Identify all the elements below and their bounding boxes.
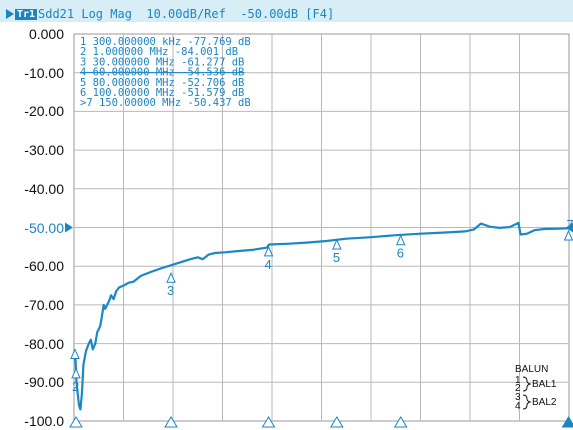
- y-tick-label: -60.00: [24, 258, 64, 275]
- trace-settings-text[interactable]: Sdd21 Log Mag 10.00dB/Ref -50.00dB [F4]: [38, 7, 335, 21]
- marker-4-triangle-icon[interactable]: [263, 245, 274, 257]
- stimulus-marker-triangle-icon[interactable]: [164, 416, 178, 428]
- marker-label: 4: [265, 257, 272, 272]
- marker-7-triangle-icon[interactable]: [563, 229, 573, 241]
- marker-readout-row[interactable]: >7 150.00000 MHz -50.437 dB: [80, 97, 251, 109]
- marker-readout-row[interactable]: 1 300.000000 kHz -77.769 dB: [80, 36, 251, 48]
- marker-readout-row[interactable]: 4 60.000000 MHz -54.536 dB: [80, 67, 244, 79]
- balun-brace-icon: [522, 394, 532, 410]
- balun-title: BALUN: [515, 364, 548, 375]
- marker-label: 6: [397, 246, 404, 261]
- marker-label: 3: [167, 283, 174, 298]
- marker-5-triangle-icon[interactable]: [332, 238, 342, 250]
- y-tick-label: -20.00: [24, 103, 64, 120]
- y-tick-label: -40.00: [24, 180, 64, 197]
- marker-readout-row[interactable]: 3 30.000000 MHz -61.277 dB: [80, 56, 244, 68]
- reference-level-right-arrow-icon[interactable]: [566, 222, 573, 233]
- stimulus-marker-triangle-icon[interactable]: [261, 416, 276, 428]
- marker-readout-row[interactable]: 5 80.000000 MHz -52.706 dB: [80, 77, 244, 89]
- marker-label: 2: [72, 379, 79, 394]
- balun-bal2-label: BAL2: [532, 397, 557, 408]
- stimulus-marker-triangle-icon[interactable]: [561, 416, 573, 428]
- y-tick-label: -90.00: [24, 374, 64, 391]
- marker-6-triangle-icon[interactable]: [395, 234, 406, 246]
- series-line: [72, 221, 570, 411]
- y-tick-label: -80.00: [24, 335, 64, 352]
- marker-label: 5: [333, 250, 340, 265]
- y-tick-label: -70.00: [24, 296, 64, 313]
- marker-readout-row[interactable]: 6 100.00000 MHz -51.579 dB: [80, 87, 244, 99]
- trace-badge[interactable]: Tr1: [15, 9, 38, 20]
- y-tick-label: 0.000: [28, 26, 64, 42]
- active-trace-arrow-icon[interactable]: [6, 9, 14, 19]
- marker-2-triangle-icon[interactable]: [71, 367, 81, 379]
- y-tick-label: -100.0: [24, 413, 64, 429]
- balun-port: 4: [515, 401, 521, 412]
- marker-label: 7: [567, 217, 573, 232]
- marker-readout-row[interactable]: 2 1.000000 MHz -84.001 dB: [80, 46, 238, 58]
- stimulus-marker-triangle-icon[interactable]: [69, 416, 83, 428]
- balun-port: 2: [515, 383, 521, 394]
- trace-header: Tr1 Sdd21 Log Mag 10.00dB/Ref -50.00dB […: [0, 0, 573, 22]
- reference-level-left-arrow-icon[interactable]: [65, 222, 73, 233]
- balun-port: 3: [515, 392, 521, 403]
- balun-bal1-label: BAL1: [532, 379, 557, 390]
- stimulus-marker-triangle-icon[interactable]: [393, 416, 408, 428]
- marker-3-triangle-icon[interactable]: [166, 271, 176, 283]
- balun-brace-icon: [522, 376, 532, 392]
- stimulus-marker-triangle-icon[interactable]: [329, 416, 344, 428]
- y-tick-label: -50.00: [24, 219, 64, 236]
- y-tick-label: -30.00: [24, 142, 64, 159]
- marker-1-triangle-icon[interactable]: [70, 348, 80, 359]
- y-tick-label: -10.00: [24, 64, 64, 81]
- balun-port: 1: [515, 375, 521, 386]
